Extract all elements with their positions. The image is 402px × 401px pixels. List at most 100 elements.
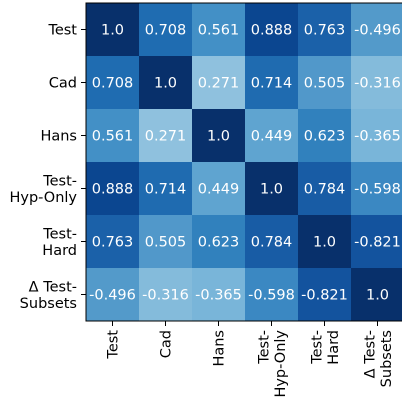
- y-tick-label-line: Cad: [49, 76, 77, 92]
- cell-value-label: 1.0: [154, 76, 177, 92]
- cell-value-label: -0.496: [89, 288, 136, 304]
- x-tick-label-line: Cad: [159, 330, 175, 358]
- heatmap-cell: [245, 109, 298, 162]
- cell-value-label: 0.505: [304, 76, 346, 92]
- cell-value-label: -0.365: [195, 288, 242, 304]
- cell-value-label: 0.708: [145, 23, 187, 39]
- x-tick-label: Cad: [159, 330, 175, 358]
- heatmap-cell: [245, 215, 298, 268]
- y-tick-label-line: Hyp-Only: [9, 190, 77, 206]
- heatmap-cell: [351, 3, 402, 56]
- heatmap-cell: [245, 162, 298, 215]
- cell-value-label: 0.561: [92, 129, 134, 145]
- heatmap-cell: [192, 162, 245, 215]
- cell-value-label: 0.271: [145, 129, 187, 145]
- heatmap-cell: [351, 56, 402, 109]
- cell-value-label: 0.714: [251, 76, 293, 92]
- heatmap-cell: [86, 215, 139, 268]
- cell-value-label: 1.0: [260, 182, 283, 198]
- x-tick-label-line: Test: [106, 330, 122, 360]
- x-tick-label-line: Hyp-Only: [273, 330, 289, 398]
- heatmap-cell: [192, 215, 245, 268]
- x-tick-label: Test-Hard: [309, 330, 342, 365]
- cell-value-label: 0.623: [198, 235, 240, 251]
- y-tick-label-line: Hans: [40, 129, 77, 145]
- heatmap-cell-labels: 1.0 0.708 0.561 0.888 0.763 -0.496 0.708 1.0 0.2…: [89, 23, 401, 304]
- heatmap-cell: [351, 215, 402, 268]
- heatmap-cell: [298, 109, 351, 162]
- y-tick-label: Δ Test-Subsets: [20, 279, 77, 312]
- y-tick-label-line: Δ Test-: [29, 279, 77, 295]
- cell-value-label: -0.496: [354, 23, 401, 39]
- cell-value-label: 0.271: [198, 76, 240, 92]
- cell-value-label: 1.0: [313, 235, 336, 251]
- heatmap-cell: [298, 56, 351, 109]
- cell-value-label: 0.561: [198, 23, 240, 39]
- y-tick-label-line: Hard: [42, 243, 77, 259]
- cell-value-label: 0.449: [251, 129, 293, 145]
- cell-value-label: 1.0: [101, 23, 124, 39]
- x-tick-label-line: Test-: [256, 330, 272, 365]
- cell-value-label: 0.888: [92, 182, 134, 198]
- cell-value-label: -0.316: [142, 288, 189, 304]
- heatmap-cell: [245, 3, 298, 56]
- x-axis: Test Cad Hans Test-Hyp-Only Test-Hard Δ Test-…: [106, 321, 395, 398]
- heatmap-cell: [139, 162, 192, 215]
- cell-value-label: -0.598: [354, 182, 401, 198]
- x-tick-label: Δ Test-Subsets: [362, 330, 395, 387]
- y-tick-label: Test-Hard: [42, 226, 77, 259]
- y-tick-label: Test-Hyp-Only: [9, 173, 77, 206]
- cell-value-label: 0.708: [92, 76, 134, 92]
- x-tick-label: Hans: [212, 330, 228, 367]
- heatmap-cell: [86, 109, 139, 162]
- cell-value-label: -0.821: [354, 235, 401, 251]
- cell-value-label: 0.623: [304, 129, 346, 145]
- cell-value-label: 0.449: [198, 182, 240, 198]
- heatmap-cell: [192, 268, 245, 321]
- cell-value-label: 0.505: [145, 235, 187, 251]
- heatmap-cell: [86, 56, 139, 109]
- heatmap-cell: [298, 268, 351, 321]
- heatmap-cell: [139, 109, 192, 162]
- cell-value-label: -0.365: [354, 129, 401, 145]
- x-tick-label: Test: [106, 330, 122, 360]
- plot-frame: [85, 2, 402, 322]
- heatmap-cell: [139, 215, 192, 268]
- heatmap-cell: [351, 268, 402, 321]
- cell-value-label: 1.0: [366, 288, 389, 304]
- cell-value-label: 0.784: [304, 182, 346, 198]
- heatmap-cell: [351, 162, 402, 215]
- heatmap-cell: [192, 56, 245, 109]
- heatmap-cell: [245, 56, 298, 109]
- x-tick-label-line: Hard: [326, 330, 342, 365]
- cell-value-label: 0.763: [304, 23, 346, 39]
- cell-value-label: 0.714: [145, 182, 187, 198]
- heatmap-cell: [139, 268, 192, 321]
- y-tick-label-line: Test-: [42, 173, 77, 189]
- x-tick-label: Test-Hyp-Only: [256, 330, 289, 398]
- x-tick-label-line: Subsets: [379, 330, 395, 387]
- x-tick-label-line: Test-: [309, 330, 325, 365]
- heatmap-cells: [86, 3, 402, 321]
- heatmap-cell: [139, 3, 192, 56]
- y-tick-label: Test: [47, 23, 77, 39]
- heatmap-cell: [139, 56, 192, 109]
- heatmap-cell: [351, 109, 402, 162]
- y-tick-label-line: Test: [47, 23, 77, 39]
- y-tick-label-line: Subsets: [20, 296, 77, 312]
- heatmap-cell: [298, 215, 351, 268]
- heatmap-cell: [298, 162, 351, 215]
- cell-value-label: -0.821: [301, 288, 348, 304]
- x-tick-label-line: Δ Test-: [362, 330, 378, 378]
- heatmap-cell: [86, 268, 139, 321]
- cell-value-label: 0.763: [92, 235, 134, 251]
- cell-value-label: -0.598: [248, 288, 295, 304]
- y-tick-label-line: Test-: [42, 226, 77, 242]
- y-tick-label: Hans: [40, 129, 77, 145]
- cell-value-label: 1.0: [207, 129, 230, 145]
- heatmap-cell: [86, 3, 139, 56]
- heatmap-cell: [192, 3, 245, 56]
- cell-value-label: -0.316: [354, 76, 401, 92]
